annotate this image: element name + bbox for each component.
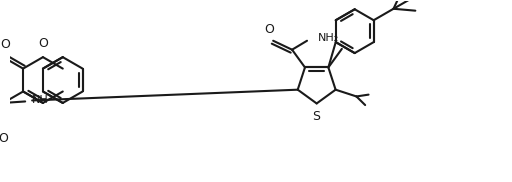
Text: O: O [1, 38, 11, 51]
Text: O: O [264, 23, 274, 36]
Text: NH: NH [32, 95, 49, 105]
Text: S: S [312, 110, 320, 123]
Text: O: O [0, 132, 8, 145]
Text: O: O [38, 37, 48, 50]
Text: NH₂: NH₂ [318, 33, 339, 43]
